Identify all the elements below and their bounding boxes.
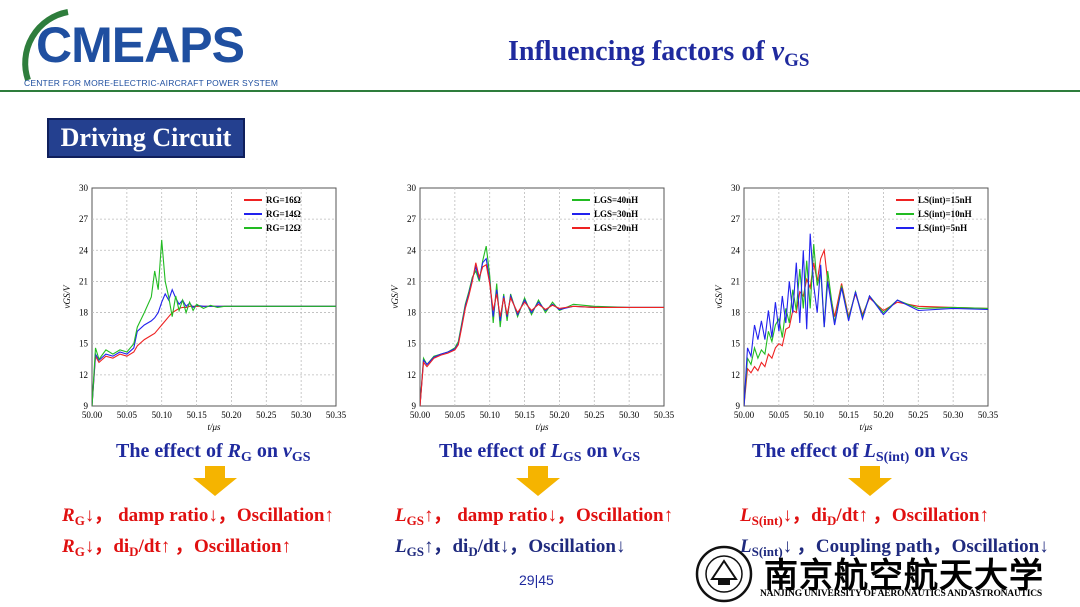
y-tick-label: 9	[84, 401, 89, 411]
x-tick-label: 50.05	[445, 410, 466, 420]
x-tick-label: 50.00	[734, 410, 755, 420]
down-arrow-icon	[516, 466, 560, 496]
series-line	[92, 239, 336, 406]
x-tick-label: 50.35	[978, 410, 999, 420]
cmeaps-logo: CMEAPS CENTER FOR MORE-ELECTRIC-AIRCRAFT…	[8, 6, 298, 88]
legend-label: LS(int)=5nH	[918, 223, 967, 233]
legend-label: LGS=20nH	[594, 223, 638, 233]
y-tick-label: 21	[79, 276, 88, 286]
y-tick-label: 24	[407, 245, 417, 255]
legend-label: RG=16Ω	[266, 195, 301, 205]
x-tick-label: 50.20	[221, 410, 242, 420]
conclusion-rg-2: RG↓，diD/dt↑ ，Oscillation↑	[62, 536, 292, 559]
y-tick-label: 9	[412, 401, 417, 411]
legend-label: LS(int)=10nH	[918, 209, 972, 219]
plot-area	[743, 187, 989, 407]
x-tick-label: 50.30	[291, 410, 312, 420]
y-tick-label: 21	[731, 276, 740, 286]
logo-wordmark: CMEAPS	[36, 17, 245, 73]
x-tick-label: 50.35	[326, 410, 347, 420]
x-axis-label: t/μs	[859, 422, 873, 432]
legend-label: LGS=40nH	[594, 195, 638, 205]
x-axis-label: t/μs	[207, 422, 221, 432]
y-tick-label: 9	[736, 401, 741, 411]
y-tick-label: 15	[79, 339, 89, 349]
chart-lgs-effect: 50.00 50.05 50.10 50.15 50.20 50.25 50.30 50.35…	[388, 182, 678, 432]
caption-lsint: The effect of LS(int) on vGS	[752, 440, 968, 465]
x-tick-label: 50.00	[410, 410, 431, 420]
x-axis-label: t/μs	[535, 422, 549, 432]
x-tick-label: 50.30	[619, 410, 640, 420]
x-tick-label: 50.15	[514, 410, 535, 420]
y-axis-label: vGS/V	[62, 284, 72, 308]
plot-area	[419, 187, 665, 407]
x-tick-label: 50.25	[256, 410, 277, 420]
y-tick-label: 30	[79, 183, 89, 193]
y-axis-label: vGS/V	[714, 284, 724, 308]
page-title: Influencing factors of vGS	[508, 36, 810, 71]
logo-subtitle: CENTER FOR MORE-ELECTRIC-AIRCRAFT POWER …	[24, 78, 279, 88]
y-tick-label: 24	[731, 245, 741, 255]
caption-rg: The effect of RG on vGS	[116, 440, 311, 465]
x-tick-label: 50.10	[152, 410, 173, 420]
x-tick-label: 50.10	[480, 410, 501, 420]
y-tick-label: 21	[407, 276, 416, 286]
y-axis-label: vGS/V	[390, 284, 400, 308]
series-line	[744, 233, 988, 406]
conclusion-lgs-1: LGS↑， damp ratio↓，Oscillation↑	[395, 505, 674, 528]
caption-lgs: The effect of LGS on vGS	[439, 440, 641, 465]
x-tick-label: 50.05	[769, 410, 790, 420]
y-tick-label: 27	[407, 214, 417, 224]
y-tick-label: 12	[79, 370, 88, 380]
chart-lsint-effect: 50.00 50.05 50.10 50.15 50.20 50.25 50.30 50.35…	[712, 182, 1002, 432]
legend-label: RG=12Ω	[266, 223, 301, 233]
x-tick-label: 50.10	[804, 410, 825, 420]
x-tick-label: 50.25	[584, 410, 605, 420]
logo-arc-icon	[22, 9, 69, 81]
y-tick-label: 24	[79, 245, 89, 255]
university-name-en: NANJING UNIVERSITY OF AERONAUTICS AND AS…	[760, 589, 1042, 599]
down-arrow-icon	[193, 466, 237, 496]
y-tick-label: 30	[407, 183, 417, 193]
y-tick-label: 15	[407, 339, 417, 349]
y-tick-label: 12	[407, 370, 416, 380]
y-tick-label: 27	[731, 214, 741, 224]
x-tick-label: 50.30	[943, 410, 964, 420]
conclusion-lsint-1: LS(int)↓，diD/dt↑ ，Oscillation↑	[740, 505, 989, 528]
x-tick-label: 50.00	[82, 410, 103, 420]
conclusion-rg-1: RG↓， damp ratio↓，Oscillation↑	[62, 505, 334, 528]
section-label: Driving Circuit	[47, 118, 245, 158]
y-tick-label: 18	[731, 308, 741, 318]
y-tick-label: 18	[79, 308, 89, 318]
plot-area	[91, 187, 337, 407]
down-arrow-icon	[848, 466, 892, 496]
x-tick-label: 50.20	[873, 410, 894, 420]
legend-label: RG=14Ω	[266, 209, 301, 219]
x-tick-label: 50.35	[654, 410, 675, 420]
legend-label: LGS=30nH	[594, 209, 638, 219]
x-tick-label: 50.20	[549, 410, 570, 420]
page-number: 29|45	[519, 572, 554, 588]
y-tick-label: 18	[407, 308, 417, 318]
university-seal-icon	[695, 545, 753, 603]
x-tick-label: 50.05	[117, 410, 138, 420]
chart-rg-effect: 50.00 50.05 50.10 50.15 50.20 50.25 50.30 50.35…	[60, 182, 350, 432]
x-tick-label: 50.15	[838, 410, 859, 420]
y-tick-label: 15	[731, 339, 741, 349]
y-tick-label: 27	[79, 214, 89, 224]
x-tick-label: 50.15	[186, 410, 207, 420]
conclusion-lgs-2: LGS↑，diD/dt↓，Oscillation↓	[395, 536, 626, 559]
conclusion-lsint-2: LS(int)↓ ，Coupling path，Oscillation↓	[740, 536, 1049, 559]
x-tick-label: 50.25	[908, 410, 929, 420]
university-name-cn: 南京航空航天大学	[764, 558, 1044, 595]
y-tick-label: 12	[731, 370, 740, 380]
y-tick-label: 30	[731, 183, 741, 193]
title-divider	[0, 90, 1080, 92]
series-line	[420, 262, 664, 406]
legend-label: LS(int)=15nH	[918, 195, 972, 205]
